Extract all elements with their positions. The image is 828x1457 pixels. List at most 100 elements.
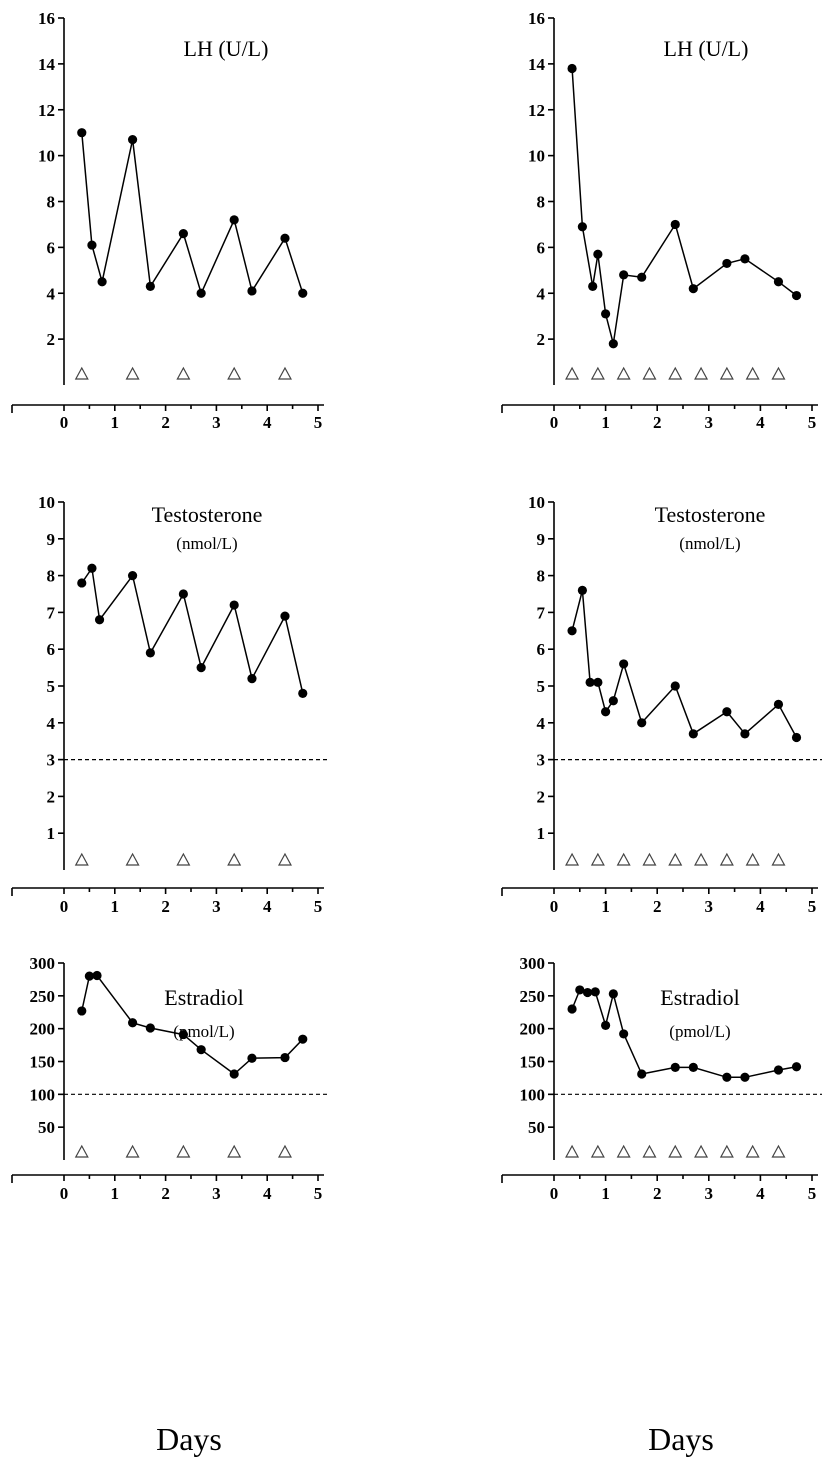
t-left-data-point	[178, 589, 188, 599]
t-left-data-point	[87, 563, 97, 573]
e-right-dose-triangle	[565, 1144, 580, 1158]
t-left-data-point	[94, 615, 105, 625]
t-right-data-point	[637, 718, 647, 728]
e-left-data-point	[247, 1053, 257, 1063]
lh-right-data-point	[722, 258, 732, 269]
t-right-y-tick-label: 1	[537, 824, 546, 843]
t-right-dose-triangle	[694, 852, 709, 866]
t-right-dose-triangle	[616, 852, 631, 866]
e-right-subtitle: (pmol/L)	[669, 1022, 730, 1041]
t-right-x-tick-label: 5	[808, 897, 817, 916]
t-right-dose-triangle	[668, 852, 683, 866]
lh-right-y-tick-label: 10	[528, 147, 545, 166]
e-right-data-point	[637, 1069, 647, 1079]
t-right-dose-triangle	[590, 852, 605, 866]
e-right-x-tick-label: 5	[808, 1184, 817, 1203]
e-right-dose-triangle	[668, 1144, 683, 1158]
t-left-data-point	[280, 611, 290, 621]
e-right-dose-triangle	[590, 1144, 605, 1158]
t-left-y-tick-label: 3	[47, 751, 56, 770]
e-left-y-tick-label: 250	[30, 987, 56, 1006]
t-left-dose-triangle	[176, 852, 191, 866]
lh-left-x-tick-label: 2	[161, 413, 170, 432]
e-left-x-tick-label: 2	[161, 1184, 170, 1203]
e-left-x-tick-label: 1	[111, 1184, 120, 1203]
lh-left-x-tick-label: 5	[314, 413, 323, 432]
e-left-data-point	[196, 1045, 206, 1055]
e-left-dose-triangle	[125, 1144, 140, 1158]
lh-right-data-point	[608, 339, 618, 349]
e-right-x-tick-label: 1	[601, 1184, 610, 1203]
lh-right-data-point	[577, 222, 587, 232]
t-right-y-tick-label: 5	[537, 677, 546, 696]
e-right-dose-triangle	[745, 1144, 760, 1158]
t-right-data-point	[593, 677, 603, 687]
lh-right-y-tick-label: 2	[537, 330, 546, 349]
e-left-x-axis-label: Days	[156, 1421, 222, 1457]
lh-left-x-tick-label: 4	[263, 413, 272, 432]
t-left-data-point	[298, 688, 308, 698]
t-left-y-tick-label: 6	[47, 640, 56, 659]
t-right-y-tick-label: 4	[537, 714, 546, 733]
e-right-data-point	[567, 1004, 577, 1014]
lh-left-y-tick-label: 14	[38, 55, 56, 74]
t-left-data-point	[229, 600, 239, 610]
e-right-x-axis-label: Days	[648, 1421, 714, 1457]
t-left-y-tick-label: 5	[47, 677, 56, 696]
lh-right-series-line	[571, 68, 797, 344]
e-left-y-tick-label: 300	[30, 954, 56, 973]
lh-right-data-point	[688, 284, 698, 294]
lh-right-x-tick-label: 0	[550, 413, 559, 432]
lh-left-dose-triangle	[125, 366, 140, 380]
t-right-dose-triangle	[771, 852, 786, 866]
t-right-data-point	[619, 659, 629, 669]
e-left-x-tick-label: 0	[60, 1184, 69, 1203]
t-right-data-point	[773, 699, 784, 710]
lh-right-y-tick-label: 6	[537, 238, 546, 257]
e-right-x-tick-label: 4	[756, 1184, 765, 1203]
lh-left-data-point	[280, 233, 290, 243]
lh-right-dose-triangle	[642, 366, 657, 380]
lh-right-data-point	[588, 281, 598, 291]
e-right-data-point	[670, 1062, 680, 1073]
t-right-data-point	[722, 707, 732, 717]
lh-right-data-point	[601, 309, 611, 319]
lh-right-data-point	[791, 290, 802, 301]
e-right-dose-triangle	[719, 1144, 734, 1158]
t-left-dose-triangle	[74, 852, 89, 866]
e-right-data-point	[722, 1072, 732, 1082]
lh-right-x-tick-label: 1	[601, 413, 610, 432]
t-right-data-point	[601, 707, 611, 717]
e-right-data-point	[619, 1029, 629, 1039]
t-left-title: Testosterone	[152, 502, 263, 527]
t-right-data-point	[608, 696, 618, 706]
t-right-dose-triangle	[642, 852, 657, 866]
lh-left-y-tick-label: 4	[47, 284, 56, 303]
t-right-y-tick-label: 7	[537, 603, 546, 622]
t-left-dose-triangle	[277, 852, 292, 866]
lh-right-y-tick-label: 4	[537, 284, 546, 303]
lh-right-data-point	[740, 254, 750, 264]
e-left-subtitle: (pmol/L)	[173, 1022, 234, 1041]
lh-left-series-line	[81, 132, 304, 296]
t-right-data-point	[688, 729, 698, 739]
e-right-data-point	[791, 1062, 802, 1072]
e-right-y-tick-label: 150	[520, 1053, 546, 1072]
t-left-x-tick-label: 0	[60, 897, 69, 916]
lh-right-data-point	[593, 249, 603, 259]
t-left-x-tick-label: 4	[263, 897, 272, 916]
t-left-dose-triangle	[125, 852, 140, 866]
lh-left-data-point	[247, 286, 257, 296]
lh-left-data-point	[97, 277, 107, 287]
lh-right-x-tick-label: 5	[808, 413, 817, 432]
t-right-x-tick-label: 1	[601, 897, 610, 916]
e-left-data-point	[298, 1034, 308, 1044]
t-left-y-tick-label: 10	[38, 493, 55, 512]
t-left-y-tick-label: 8	[47, 567, 56, 586]
t-right-data-point	[791, 732, 802, 743]
e-left-dose-triangle	[74, 1144, 89, 1158]
lh-left-data-point	[87, 240, 97, 250]
e-left-data-point	[145, 1023, 155, 1033]
lh-left-data-point	[196, 288, 206, 298]
